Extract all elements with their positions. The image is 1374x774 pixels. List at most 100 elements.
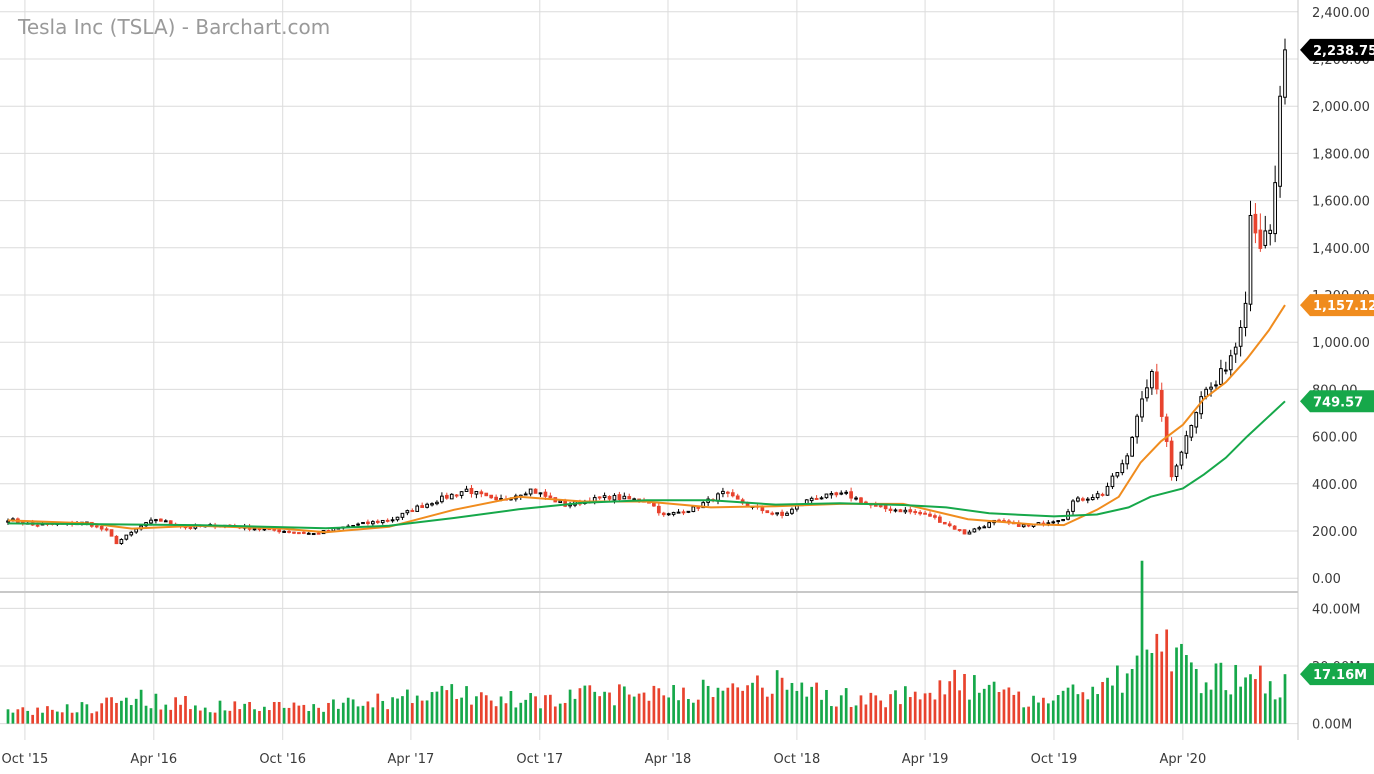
- volume-bar: [721, 690, 725, 724]
- candle-body: [854, 497, 858, 500]
- volume-bar: [627, 694, 631, 724]
- time-tick-label: Apr '20: [1159, 752, 1206, 767]
- price-tick-label: 200.00: [1312, 525, 1358, 540]
- volume-bar: [825, 689, 828, 724]
- candle-body: [1238, 326, 1243, 347]
- candle-body: [597, 496, 602, 499]
- grid-lines: [0, 0, 1298, 740]
- candle-body: [119, 538, 124, 545]
- volume-bar: [913, 691, 917, 724]
- candle-body: [726, 491, 730, 494]
- volume-bar: [854, 705, 858, 724]
- volume-bar: [312, 704, 316, 724]
- volume-bar: [948, 681, 952, 724]
- time-tick-label: Apr '17: [388, 752, 435, 767]
- volume-bar: [1224, 690, 1228, 724]
- volume-bar: [371, 707, 375, 724]
- volume-bar: [445, 690, 449, 724]
- volume-bar: [406, 689, 409, 724]
- price-tick-label: 1,800.00: [1312, 147, 1370, 162]
- price-tick-label: 400.00: [1312, 478, 1358, 493]
- volume-bar: [904, 686, 907, 724]
- volume-bar: [795, 690, 799, 724]
- volume-bar: [1189, 662, 1193, 724]
- volume-bar: [918, 699, 922, 724]
- volume-bar: [1051, 700, 1055, 724]
- volume-bar: [366, 701, 370, 724]
- candle-body: [1021, 524, 1026, 528]
- candle-body: [311, 533, 316, 536]
- candle-body: [385, 519, 390, 522]
- candle-body: [1145, 387, 1149, 399]
- volume-bar: [159, 709, 163, 724]
- candle-body: [1273, 182, 1277, 235]
- candle-body: [435, 501, 439, 505]
- candle-body: [459, 491, 464, 496]
- last-price-tag-bg: [1300, 38, 1374, 61]
- volume-bar: [184, 695, 187, 724]
- volume-bar: [1273, 699, 1277, 724]
- volume-bar: [534, 696, 537, 724]
- volume-bar: [844, 688, 848, 724]
- volume-bar: [953, 669, 957, 724]
- candle-body: [292, 531, 296, 534]
- candle-body: [952, 525, 957, 530]
- volume-bar: [253, 709, 256, 724]
- candle-body: [1214, 384, 1218, 387]
- candle-body: [252, 528, 257, 531]
- volume-bar: [820, 699, 823, 724]
- volume-bar: [549, 694, 552, 724]
- volume-bar: [80, 702, 84, 724]
- volume-bar: [509, 691, 513, 724]
- volume-bar: [879, 700, 883, 724]
- candle-body: [449, 493, 454, 500]
- volume-bar: [1244, 677, 1247, 724]
- volume-bar: [1150, 653, 1154, 724]
- volume-bar: [761, 687, 764, 724]
- volume-bar: [1145, 649, 1149, 724]
- candle-body: [1219, 368, 1223, 385]
- volume-bar: [346, 697, 350, 724]
- candle-body: [883, 505, 888, 510]
- candle-body: [824, 493, 829, 499]
- time-tick-label: Apr '18: [645, 752, 692, 767]
- volume-bar: [613, 705, 616, 724]
- volume-tick-label: 40.00M: [1312, 602, 1360, 617]
- volume-bar: [154, 693, 158, 724]
- candle-body: [543, 491, 548, 497]
- candle-body: [903, 509, 908, 513]
- candle-body: [819, 497, 824, 500]
- volume-bar: [1175, 647, 1178, 724]
- volume-tick-label: 0.00M: [1312, 718, 1352, 733]
- volume-bar: [164, 704, 168, 724]
- volume-bar: [701, 679, 705, 724]
- time-tick-label: Apr '19: [902, 752, 949, 767]
- volume-bar: [194, 705, 197, 724]
- volume-bar: [889, 694, 892, 724]
- candle-body: [735, 495, 740, 500]
- volume-bar: [129, 705, 133, 724]
- candle-body: [1095, 493, 1100, 499]
- volume-bar: [341, 702, 345, 724]
- price-tick-label: 2,400.00: [1312, 6, 1370, 21]
- candle-body: [109, 529, 114, 537]
- volume-bar: [1101, 682, 1104, 724]
- candle-body: [277, 529, 282, 533]
- volume-bar: [938, 680, 942, 724]
- candle-body: [1258, 229, 1263, 249]
- volume-bar: [632, 696, 636, 724]
- price-tick-label: 1,600.00: [1312, 195, 1370, 210]
- volume-bar: [1239, 686, 1242, 724]
- volume-bar: [1091, 686, 1095, 724]
- volume-bar: [884, 707, 887, 724]
- candle-body: [780, 511, 784, 516]
- candle-body: [923, 512, 927, 515]
- candle-body: [356, 523, 360, 526]
- volume-bar: [110, 697, 113, 724]
- volume-bar: [667, 697, 671, 724]
- candle-body: [770, 512, 775, 515]
- volume-bar: [1086, 699, 1090, 724]
- volume-bar: [21, 707, 25, 724]
- volume-bar: [1160, 651, 1164, 724]
- volume-bar: [1002, 689, 1006, 724]
